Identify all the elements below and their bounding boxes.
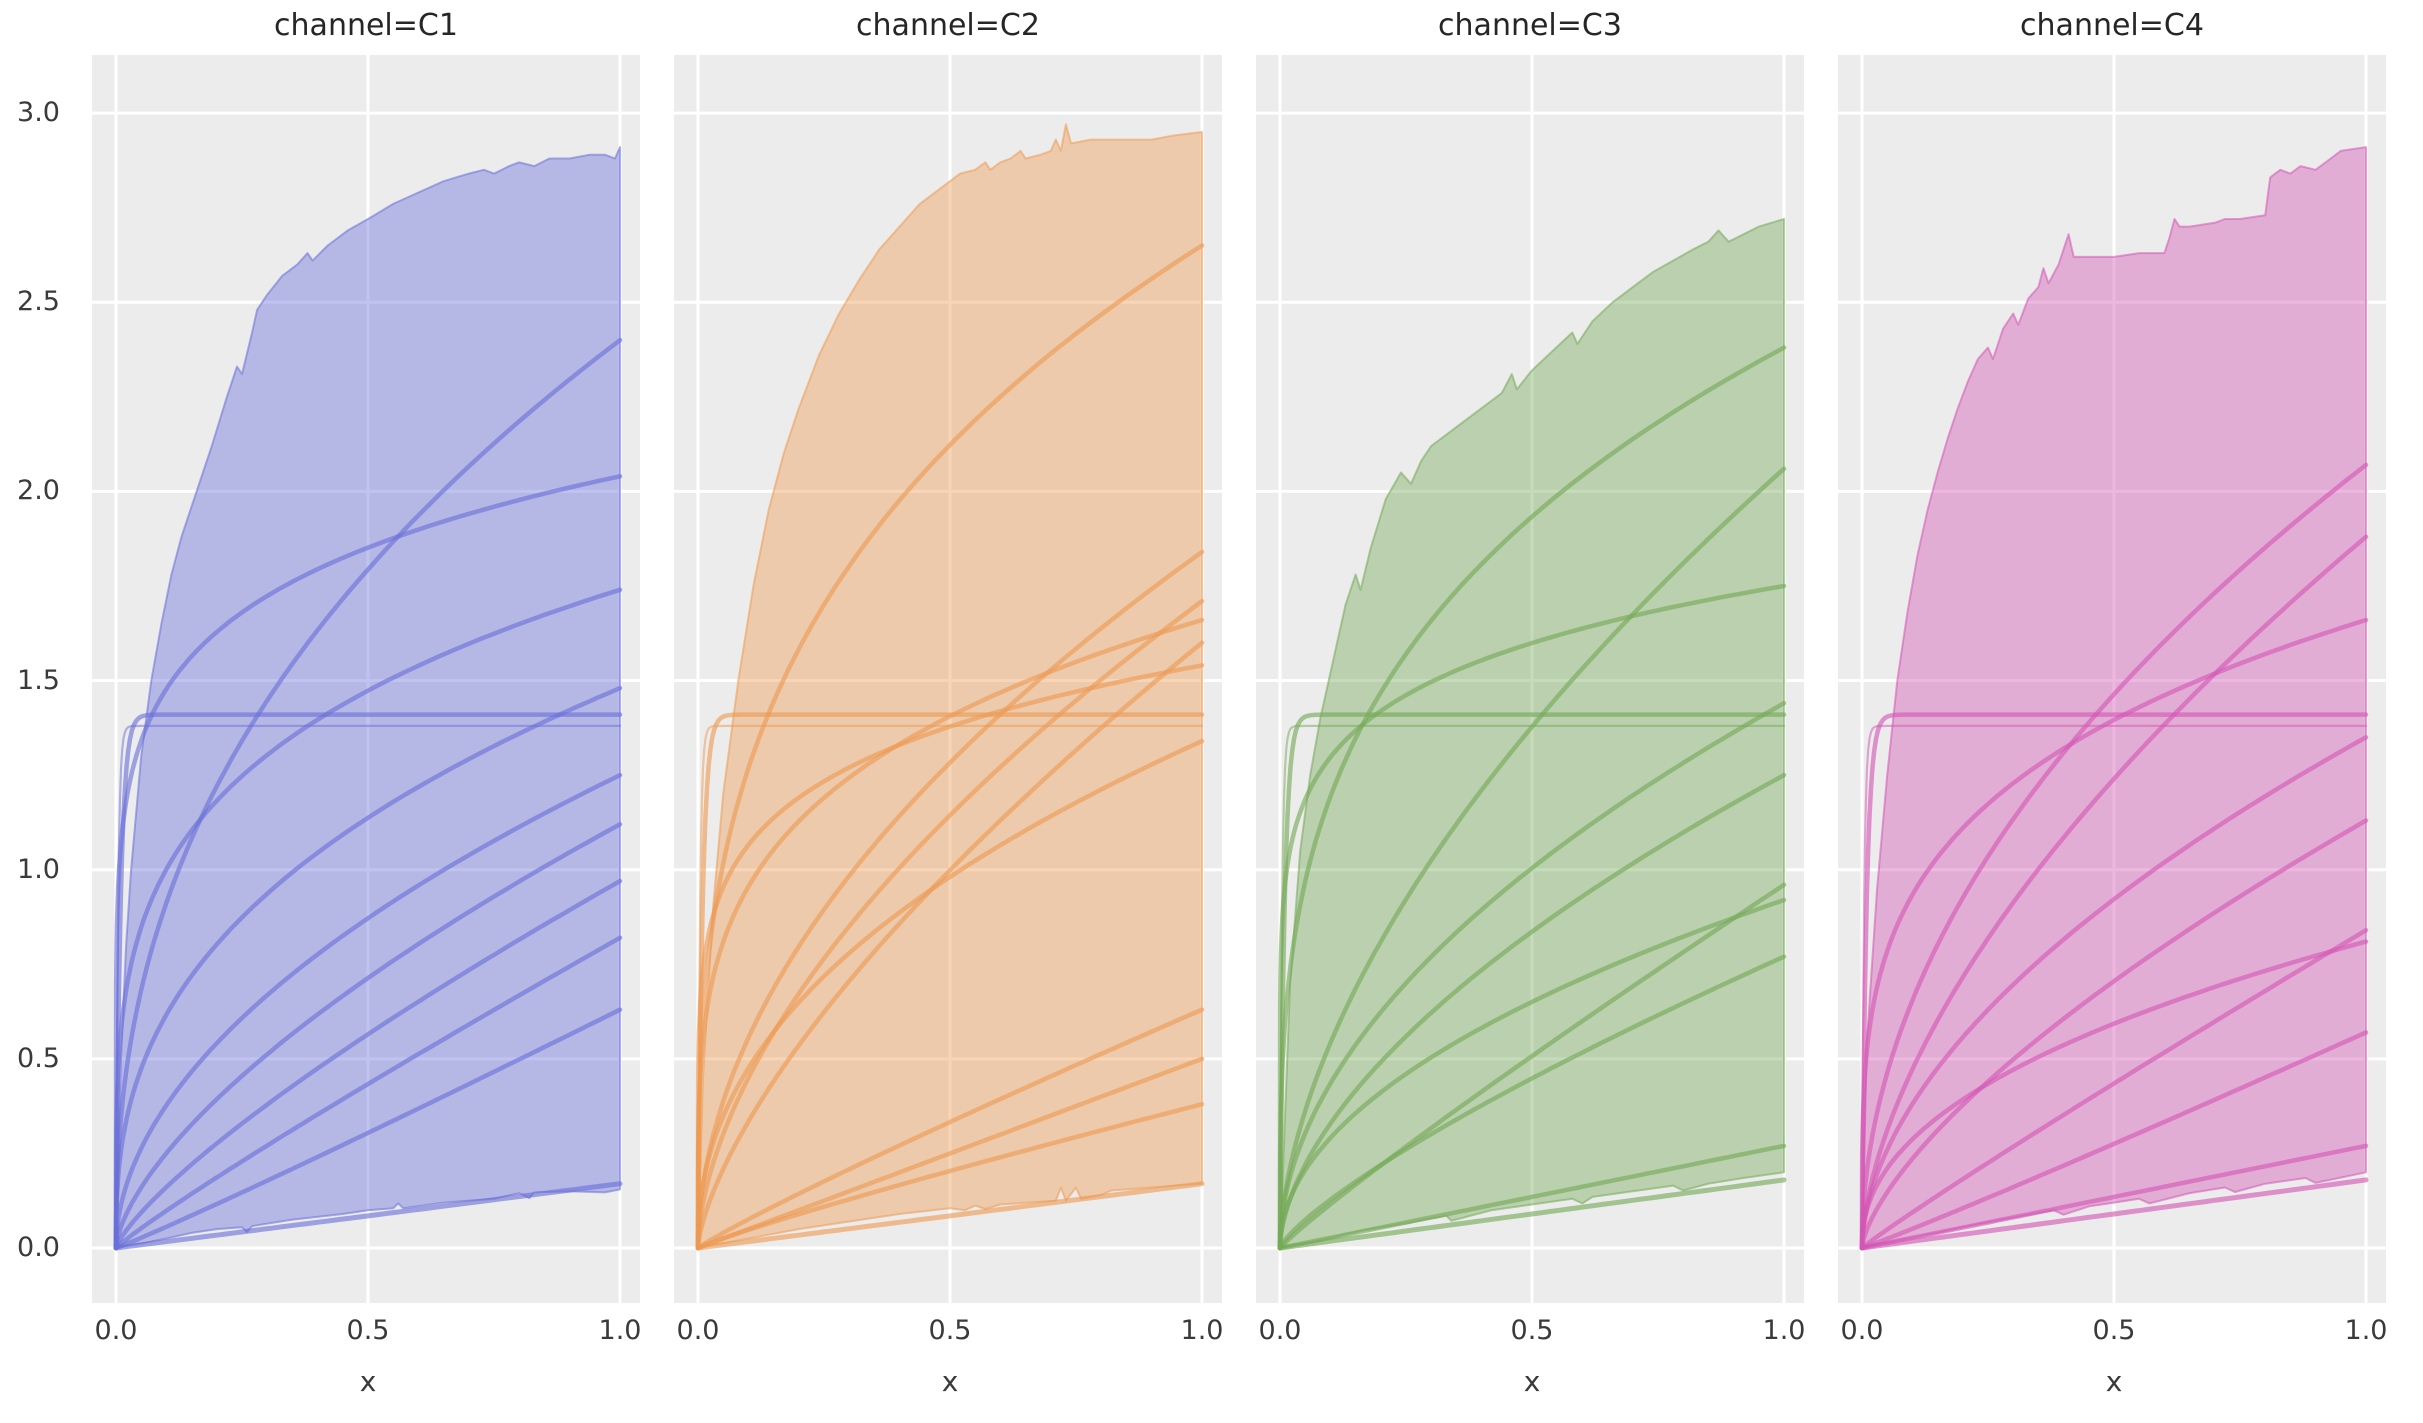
x-tick-label: 1.0 bbox=[2344, 1315, 2388, 1346]
series-curve bbox=[695, 1101, 1205, 1251]
y-tick-label: 2.0 bbox=[17, 475, 60, 507]
step-curve bbox=[695, 712, 1205, 1251]
series-curve bbox=[1859, 617, 2369, 1251]
y-tick-label: 1.0 bbox=[17, 853, 60, 885]
panel-background bbox=[1838, 55, 2386, 1303]
facet-title: channel=C4 bbox=[2020, 8, 2204, 43]
plot-area-c1 bbox=[92, 55, 640, 1303]
series-curve bbox=[695, 663, 1205, 1251]
x-tick-label: 1.0 bbox=[1180, 1315, 1224, 1346]
step-curve bbox=[114, 724, 622, 1250]
series-curve bbox=[113, 1181, 623, 1251]
x-tick-label: 0.0 bbox=[1840, 1315, 1884, 1346]
step-curve bbox=[1278, 724, 1786, 1250]
series-curve bbox=[113, 474, 623, 1251]
y-tick-label: 3.0 bbox=[17, 97, 60, 129]
series-curve bbox=[1859, 462, 2369, 1251]
series-curve bbox=[1277, 954, 1787, 1251]
series-curve bbox=[113, 1007, 623, 1251]
step-curve bbox=[696, 724, 1204, 1250]
plot-area-c3 bbox=[1256, 55, 1804, 1303]
series-curve bbox=[1859, 939, 2369, 1251]
panel-background bbox=[92, 55, 640, 1303]
x-axis-label: x bbox=[1523, 1365, 1541, 1398]
series-curve bbox=[1277, 700, 1787, 1251]
step-curve bbox=[113, 712, 623, 1251]
facet-panel-c2: channel=C2 0.0 0.5 1.0 x bbox=[674, 0, 1223, 1423]
x-axis-label: x bbox=[941, 1365, 959, 1398]
plot-area-c4 bbox=[1838, 55, 2386, 1303]
series-curve bbox=[113, 772, 623, 1251]
series-curve bbox=[113, 685, 623, 1251]
step-curve bbox=[1860, 724, 2368, 1250]
step-curve bbox=[1277, 712, 1787, 1251]
x-tick-label: 1.0 bbox=[1762, 1315, 1806, 1346]
facet-panel-c3: channel=C3 0.0 0.5 1.0 x bbox=[1256, 0, 1805, 1423]
series-curve bbox=[695, 243, 1205, 1251]
series-curve bbox=[113, 337, 623, 1251]
x-axis-label: x bbox=[359, 1365, 377, 1398]
x-tick-label: 0.5 bbox=[346, 1315, 390, 1346]
series-curve bbox=[113, 935, 623, 1251]
facet-title: channel=C3 bbox=[1438, 8, 1622, 43]
facet-title: channel=C2 bbox=[856, 8, 1040, 43]
series-curve bbox=[113, 878, 623, 1251]
series-curve bbox=[695, 640, 1205, 1251]
facet-title: channel=C1 bbox=[274, 8, 458, 43]
series-curve bbox=[1277, 1177, 1787, 1251]
series-curve bbox=[1277, 583, 1787, 1251]
series-curve bbox=[113, 587, 623, 1251]
series-curve bbox=[695, 1007, 1205, 1251]
y-tick-label: 0.0 bbox=[17, 1232, 60, 1263]
step-curve bbox=[1859, 712, 2369, 1251]
series-curve bbox=[695, 617, 1205, 1251]
series-curve bbox=[695, 598, 1205, 1251]
x-tick-label: 0.0 bbox=[94, 1315, 138, 1346]
facet-panel-c1: channel=C1 0.0 0.5 1.0 x bbox=[92, 0, 641, 1423]
x-axis-label: x bbox=[2105, 1365, 2123, 1398]
series-curve bbox=[1277, 897, 1787, 1251]
series-curve bbox=[1859, 735, 2369, 1251]
minmax-band bbox=[697, 123, 1203, 1249]
series-curve bbox=[1277, 345, 1787, 1251]
minmax-band bbox=[115, 146, 621, 1249]
panel-background bbox=[1256, 55, 1804, 1303]
y-tick-label: 1.5 bbox=[17, 664, 60, 696]
series-curve bbox=[695, 738, 1205, 1251]
x-tick-label: 0.5 bbox=[2092, 1315, 2136, 1346]
x-tick-label: 0.5 bbox=[928, 1315, 972, 1346]
y-axis: 0.0 0.5 1.0 1.5 2.0 2.5 3.0 bbox=[0, 0, 60, 1423]
y-tick-label: 2.5 bbox=[17, 286, 60, 318]
series-curve bbox=[695, 1181, 1205, 1251]
series-curve bbox=[1859, 927, 2369, 1251]
x-tick-label: 0.0 bbox=[1258, 1315, 1302, 1346]
x-tick-label: 0.5 bbox=[1510, 1315, 1554, 1346]
x-tick-label: 0.0 bbox=[676, 1315, 720, 1346]
y-tick-label: 0.5 bbox=[17, 1042, 60, 1074]
plot-area-c2 bbox=[674, 55, 1222, 1303]
series-curve bbox=[1859, 1177, 2369, 1251]
x-tick-label: 1.0 bbox=[598, 1315, 642, 1346]
series-curve bbox=[113, 822, 623, 1251]
facet-panel-c4: channel=C4 0.0 0.5 1.0 x bbox=[1838, 0, 2387, 1423]
minmax-band bbox=[1279, 218, 1785, 1249]
